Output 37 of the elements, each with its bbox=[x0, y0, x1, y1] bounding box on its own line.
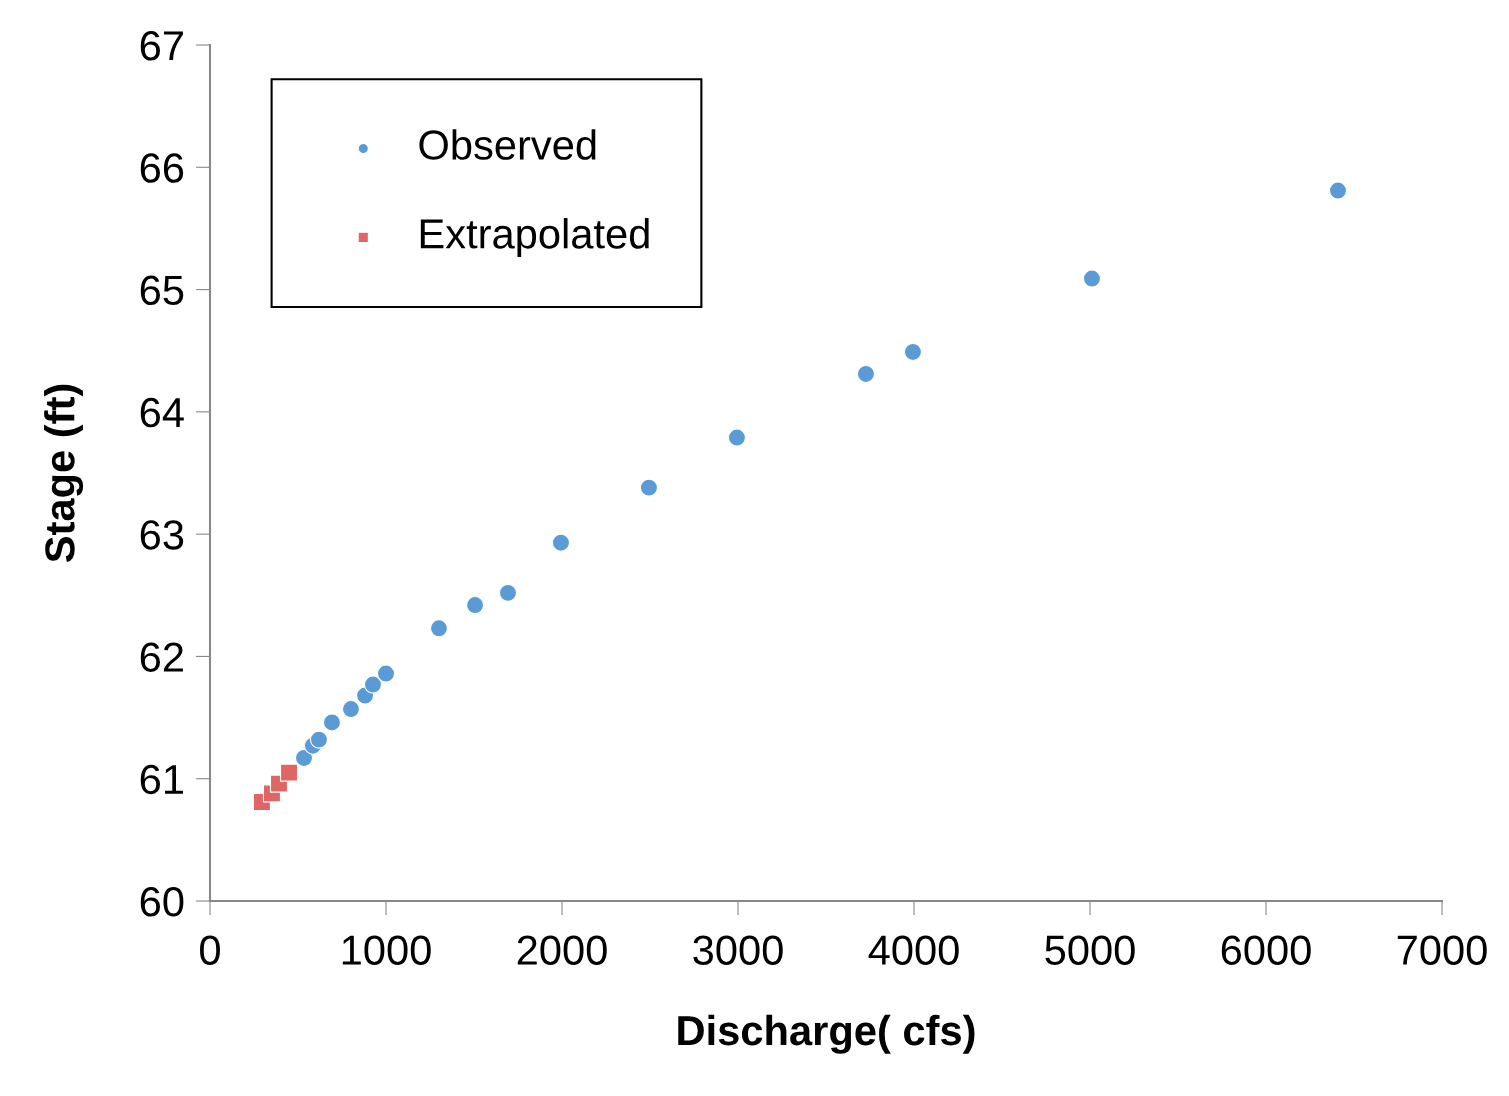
point bbox=[341, 699, 361, 719]
x-tick-label: 0 bbox=[200, 935, 220, 965]
point bbox=[498, 583, 518, 602]
point bbox=[903, 342, 923, 361]
point bbox=[551, 533, 571, 552]
y-tick-label: 61 bbox=[140, 764, 183, 795]
point bbox=[639, 478, 659, 497]
y-tick-label: 66 bbox=[140, 153, 184, 183]
y-tick-label: 63 bbox=[140, 520, 184, 550]
point bbox=[856, 364, 876, 384]
point bbox=[294, 748, 314, 767]
y-tick-label: 64 bbox=[140, 397, 184, 428]
x-tick-label: 3000 bbox=[693, 935, 783, 965]
point bbox=[727, 428, 747, 447]
x-tick-label: 1000 bbox=[342, 935, 431, 965]
point bbox=[376, 664, 396, 683]
y-tick-label: 60 bbox=[140, 887, 184, 917]
x-tick-label: 5000 bbox=[1045, 935, 1135, 965]
x-tick-label: 7000 bbox=[1397, 935, 1487, 965]
point bbox=[1082, 269, 1101, 288]
point bbox=[465, 596, 485, 615]
point bbox=[1328, 181, 1348, 200]
point bbox=[279, 763, 299, 782]
point bbox=[429, 619, 449, 638]
y-tick-label: 67 bbox=[140, 31, 183, 61]
point bbox=[309, 730, 329, 749]
x-tick-label: 6000 bbox=[1221, 935, 1311, 965]
x-tick-label: 4000 bbox=[868, 935, 959, 965]
y-tick-label: 62 bbox=[140, 642, 183, 672]
x-axis-title: Discharge( cfs) bbox=[678, 1014, 975, 1054]
legend-label: Observed bbox=[419, 129, 596, 160]
legend-label: Extrapolated bbox=[420, 218, 649, 257]
y-axis-title: Stage (ft) bbox=[44, 384, 84, 563]
x-tick-label: 2000 bbox=[517, 935, 607, 965]
point bbox=[363, 675, 383, 694]
y-tick-label: 65 bbox=[140, 275, 184, 306]
point bbox=[322, 713, 342, 732]
